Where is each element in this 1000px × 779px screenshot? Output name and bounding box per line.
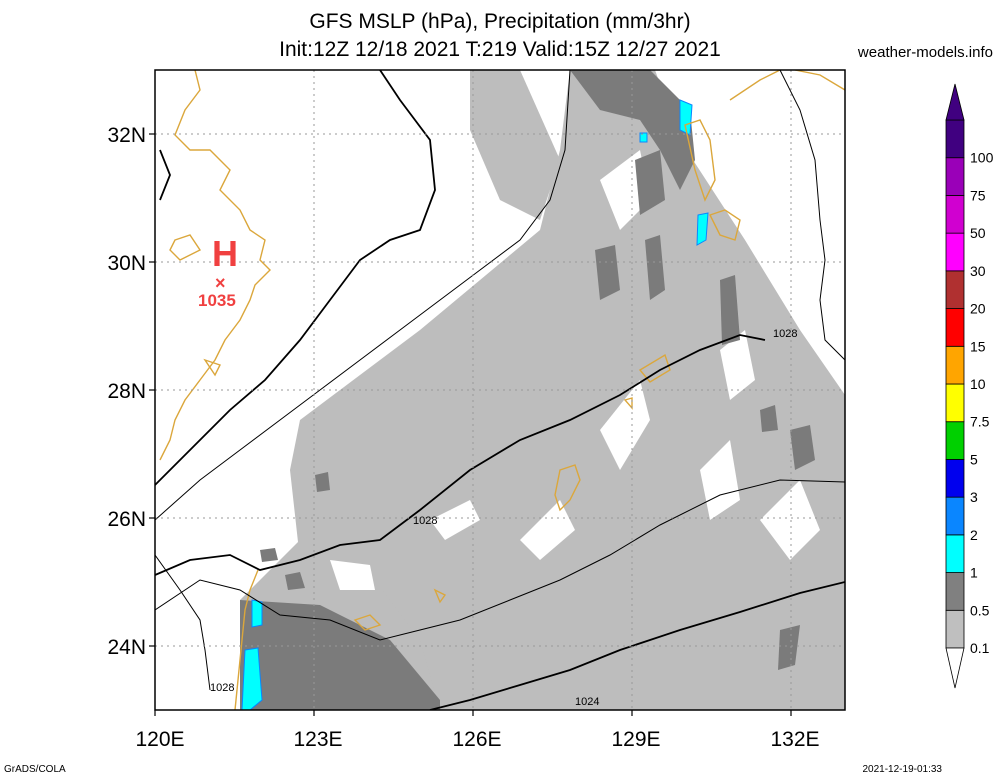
isobars	[155, 70, 845, 710]
legend-swatch	[945, 496, 965, 536]
lon-tick-label: 132E	[770, 728, 819, 751]
legend-swatch	[945, 383, 965, 423]
lon-tick-label: 120E	[135, 728, 184, 751]
high-symbol: H	[212, 233, 238, 274]
isobar-label: 1028	[773, 328, 797, 340]
high-pressure-value: 1035	[198, 291, 236, 310]
precip-legend: 0.1 0.5 1 2 3 5 7.5 10 15 20 30 50 75 100	[945, 83, 994, 689]
gridlines	[155, 70, 845, 710]
lon-tick-label: 126E	[452, 728, 501, 751]
site-label: weather-models.info	[857, 44, 993, 61]
lat-axis-labels: 24N 26N 28N 30N 32N	[107, 124, 146, 659]
isobar-label: 1028	[210, 682, 234, 694]
legend-max-arrow	[945, 83, 965, 121]
legend-label: 75	[970, 187, 986, 203]
isobar-label: 1028	[413, 515, 437, 527]
legend-swatch	[945, 270, 965, 309]
legend-swatch	[945, 421, 965, 460]
lat-tick-label: 24N	[107, 636, 146, 659]
legend-swatch	[945, 459, 965, 498]
lon-tick-label: 129E	[611, 728, 660, 751]
legend-label: 15	[970, 338, 986, 354]
axis-ticks	[149, 133, 792, 716]
high-pressure-center: H × 1035	[198, 233, 238, 310]
precip-heavy-area	[241, 99, 709, 710]
isobar-labels: 1028 1028 1024 1028	[210, 328, 797, 708]
legend-label: 100	[970, 150, 994, 166]
lat-tick-label: 26N	[107, 508, 146, 531]
isobar-label: 1024	[575, 696, 599, 708]
legend-label: 2	[970, 527, 978, 543]
lat-tick-label: 28N	[107, 380, 146, 403]
legend-label: 30	[970, 263, 986, 279]
legend-label: 3	[970, 489, 978, 505]
title-line-1: GFS MSLP (hPa), Precipitation (mm/3hr)	[309, 10, 691, 33]
high-marker-x: ×	[215, 273, 226, 293]
legend-label: 5	[970, 451, 978, 467]
legend-swatch	[945, 534, 965, 573]
legend-label: 50	[970, 225, 986, 241]
legend-swatch	[945, 119, 965, 159]
legend-swatch	[945, 232, 965, 272]
footer-software-label: GrADS/COLA	[4, 764, 66, 775]
legend-swatch	[945, 195, 965, 234]
precip-medium-area	[240, 70, 815, 710]
lat-tick-label: 32N	[107, 124, 146, 147]
title-line-2: Init:12Z 12/18 2021 T:219 Valid:15Z 12/2…	[279, 38, 721, 61]
legend-min-arrow	[945, 647, 965, 689]
legend-swatch	[945, 572, 965, 611]
lon-axis-labels: 120E 123E 126E 129E 132E	[135, 728, 819, 751]
lat-tick-label: 30N	[107, 252, 146, 275]
legend-label: 7.5	[970, 414, 990, 430]
legend-swatch	[945, 345, 965, 385]
legend-label: 0.5	[970, 602, 990, 618]
footer-timestamp: 2021-12-19-01:33	[862, 764, 942, 775]
legend-label: 0.1	[970, 640, 990, 656]
legend-swatch	[945, 609, 965, 649]
precip-gaps	[330, 150, 820, 590]
legend-label: 20	[970, 301, 986, 317]
legend-label: 1	[970, 565, 978, 581]
legend-swatch	[945, 308, 965, 347]
legend-label: 10	[970, 376, 986, 392]
coastlines	[159, 70, 845, 710]
lon-tick-label: 123E	[293, 728, 342, 751]
legend-swatch	[945, 157, 965, 196]
